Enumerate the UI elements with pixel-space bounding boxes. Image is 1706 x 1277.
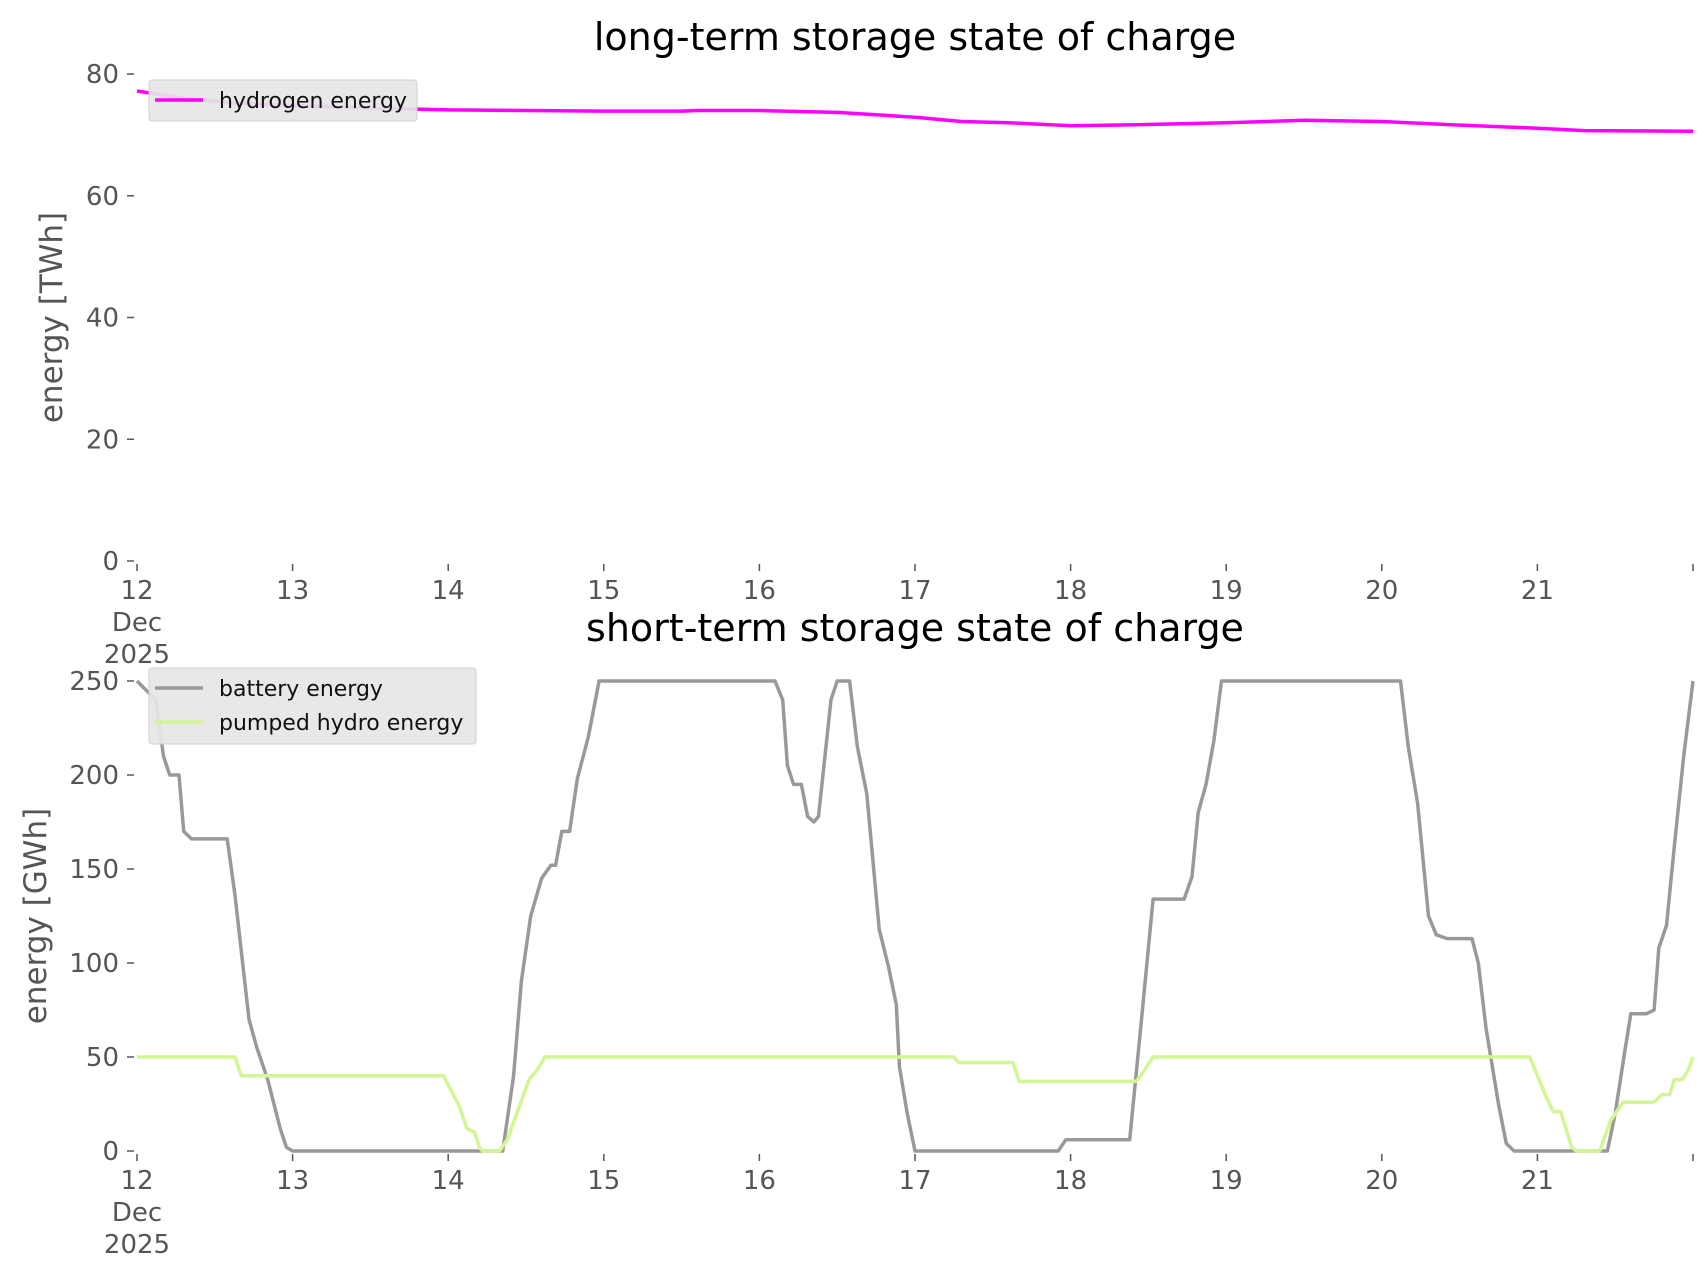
legend-box bbox=[148, 667, 477, 745]
legend-label: pumped hydro energy bbox=[219, 711, 463, 736]
x-tick-label: 18 bbox=[1054, 1166, 1087, 1196]
y-axis-label: energy [GWh] bbox=[18, 808, 54, 1024]
y-tick-label: 150 bbox=[69, 855, 119, 885]
x-tick-label: 12 bbox=[120, 576, 153, 606]
series-line bbox=[135, 679, 1695, 1153]
x-tick-label: 14 bbox=[432, 1166, 465, 1196]
x-tick-label: 2025 bbox=[104, 640, 170, 670]
y-tick-label: 80 bbox=[86, 60, 119, 90]
x-tick-label: 19 bbox=[1210, 576, 1243, 606]
y-tick-label: 60 bbox=[86, 182, 119, 212]
legend-box bbox=[148, 79, 418, 122]
chart-title: short-term storage state of charge bbox=[586, 606, 1244, 650]
x-tick-label: 17 bbox=[898, 576, 931, 606]
x-tick-label: Dec bbox=[112, 608, 162, 638]
x-tick-label: 20 bbox=[1365, 576, 1398, 606]
y-tick-label: 100 bbox=[69, 949, 119, 979]
y-tick-label: 0 bbox=[102, 1137, 119, 1167]
legend-label: battery energy bbox=[219, 677, 383, 702]
legend-label: hydrogen energy bbox=[219, 89, 407, 114]
x-tick-label: 18 bbox=[1054, 576, 1087, 606]
x-tick-label: 19 bbox=[1210, 1166, 1243, 1196]
x-tick-label: 16 bbox=[743, 1166, 776, 1196]
x-tick-label: 20 bbox=[1365, 1166, 1398, 1196]
chart-title: long-term storage state of charge bbox=[594, 15, 1236, 59]
x-tick-label: 14 bbox=[432, 576, 465, 606]
x-tick-label: 21 bbox=[1521, 576, 1554, 606]
y-tick-label: 250 bbox=[69, 667, 119, 697]
y-tick-label: 200 bbox=[69, 761, 119, 791]
y-tick-label: 0 bbox=[102, 547, 119, 577]
x-tick-label: Dec bbox=[112, 1198, 162, 1228]
x-tick-label: 2025 bbox=[104, 1230, 170, 1260]
x-tick-label: 15 bbox=[587, 1166, 620, 1196]
x-tick-label: 16 bbox=[743, 576, 776, 606]
x-tick-label: 21 bbox=[1521, 1166, 1554, 1196]
y-tick-label: 40 bbox=[86, 304, 119, 334]
y-tick-label: 20 bbox=[86, 425, 119, 455]
y-axis-label: energy [TWh] bbox=[34, 212, 70, 423]
x-tick-label: 13 bbox=[276, 1166, 309, 1196]
y-tick-label: 50 bbox=[86, 1043, 119, 1073]
x-tick-label: 13 bbox=[276, 576, 309, 606]
series-line bbox=[137, 1055, 1695, 1153]
x-tick-label: 15 bbox=[587, 576, 620, 606]
x-tick-label: 17 bbox=[898, 1166, 931, 1196]
x-tick-label: 12 bbox=[120, 1166, 153, 1196]
